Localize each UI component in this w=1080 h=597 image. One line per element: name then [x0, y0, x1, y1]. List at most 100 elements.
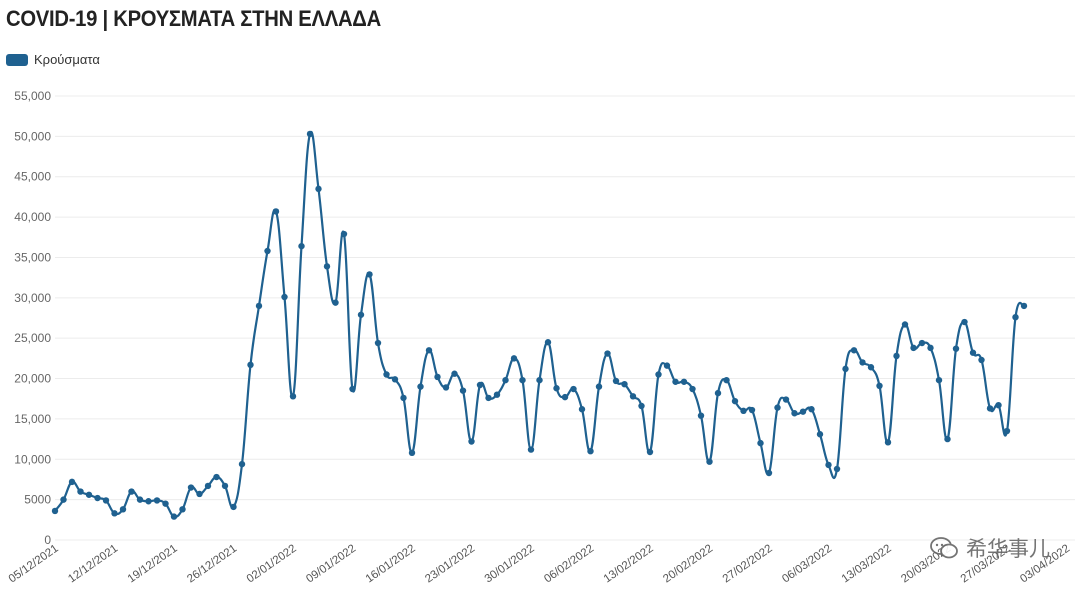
data-point — [383, 371, 390, 378]
data-point — [204, 482, 212, 490]
data-point — [808, 406, 815, 413]
data-point — [757, 439, 764, 447]
watermark-text: 希华事儿 — [966, 537, 1050, 561]
data-point — [774, 404, 781, 411]
data-point — [825, 461, 832, 469]
data-point — [68, 478, 76, 486]
chat-bubbles-icon — [930, 536, 958, 560]
y-tick-label: 45,000 — [14, 170, 51, 184]
data-point — [901, 321, 909, 328]
data-point — [978, 356, 985, 364]
data-point — [867, 364, 875, 371]
x-tick-label: 13/02/2022 — [602, 543, 656, 586]
gridlines — [55, 95, 1075, 541]
data-point — [442, 384, 450, 391]
watermark: 希华事儿 — [930, 533, 1050, 563]
data-point — [799, 408, 807, 415]
x-tick-label: 27/02/2022 — [721, 543, 775, 586]
data-point — [1020, 302, 1028, 310]
legend: Κρούσματα — [6, 52, 100, 67]
data-point — [918, 339, 926, 347]
data-point — [612, 377, 620, 385]
data-point — [842, 365, 849, 373]
y-axis-ticks: 0 5000 10,000 15,000 20,000 25,000 30,000 35,00… — [14, 89, 51, 547]
data-point — [153, 497, 161, 504]
data-point — [629, 393, 637, 400]
data-point — [986, 405, 994, 412]
data-point — [349, 385, 356, 393]
data-point — [1003, 427, 1011, 435]
y-tick-label: 0 — [44, 533, 51, 547]
data-point — [927, 344, 934, 352]
data-point — [391, 376, 399, 383]
y-tick-label: 55,000 — [14, 89, 51, 103]
y-tick-label: 5000 — [24, 493, 51, 507]
data-point — [689, 385, 696, 393]
data-point — [111, 510, 118, 517]
data-point — [876, 382, 883, 390]
data-point — [119, 506, 127, 513]
data-point — [502, 376, 509, 384]
series-points — [51, 130, 1028, 520]
data-point — [468, 438, 475, 445]
data-point — [782, 396, 790, 403]
data-point — [366, 271, 373, 278]
data-point — [451, 370, 458, 377]
data-point — [519, 376, 526, 384]
y-tick-label: 40,000 — [14, 210, 51, 224]
data-point — [340, 230, 348, 238]
data-point — [1012, 313, 1019, 321]
x-tick-label: 16/01/2022 — [364, 543, 418, 586]
data-point — [570, 385, 577, 393]
data-point — [136, 496, 144, 503]
data-point — [714, 389, 722, 397]
data-point — [247, 361, 254, 369]
data-point — [561, 393, 569, 401]
data-point — [289, 393, 297, 400]
data-point — [323, 263, 331, 270]
x-tick-label: 26/12/2021 — [185, 543, 239, 586]
data-point — [969, 349, 977, 356]
data-point — [663, 362, 671, 369]
data-point — [196, 490, 203, 498]
data-point — [187, 484, 195, 491]
y-tick-label: 30,000 — [14, 291, 51, 305]
data-point — [833, 465, 841, 473]
data-point — [476, 381, 484, 389]
data-point — [604, 350, 611, 357]
x-tick-label: 05/12/2021 — [7, 543, 61, 586]
data-point — [374, 339, 382, 347]
data-point — [910, 344, 917, 352]
x-tick-label: 30/01/2022 — [483, 543, 537, 586]
data-point — [434, 373, 441, 381]
data-point — [417, 383, 424, 390]
data-point — [485, 394, 492, 402]
legend-swatch — [6, 53, 28, 66]
data-point — [315, 185, 322, 193]
data-point — [264, 247, 271, 255]
data-point — [544, 339, 552, 346]
x-tick-label: 13/03/2022 — [840, 543, 894, 586]
legend-label: Κρούσματα — [34, 52, 100, 67]
data-point — [655, 371, 662, 378]
data-point — [179, 506, 186, 513]
data-point — [400, 394, 407, 402]
data-point — [281, 293, 288, 301]
x-axis-ticks: 05/12/2021 12/12/2021 19/12/2021 26/12/2021… — [7, 543, 1073, 586]
data-point — [680, 378, 688, 385]
y-tick-label: 25,000 — [14, 331, 51, 345]
data-point — [145, 498, 152, 505]
data-point — [646, 448, 654, 456]
data-point — [723, 376, 730, 384]
data-point — [850, 347, 858, 354]
x-tick-label: 12/12/2021 — [66, 543, 120, 586]
data-point — [816, 431, 824, 438]
data-point — [884, 439, 892, 446]
x-tick-label: 09/01/2022 — [304, 543, 358, 586]
data-point — [357, 311, 365, 318]
x-tick-label: 20/02/2022 — [661, 543, 715, 586]
x-tick-label: 19/12/2021 — [126, 543, 180, 586]
data-point — [859, 359, 866, 366]
data-point — [510, 355, 518, 362]
data-point — [587, 448, 594, 455]
